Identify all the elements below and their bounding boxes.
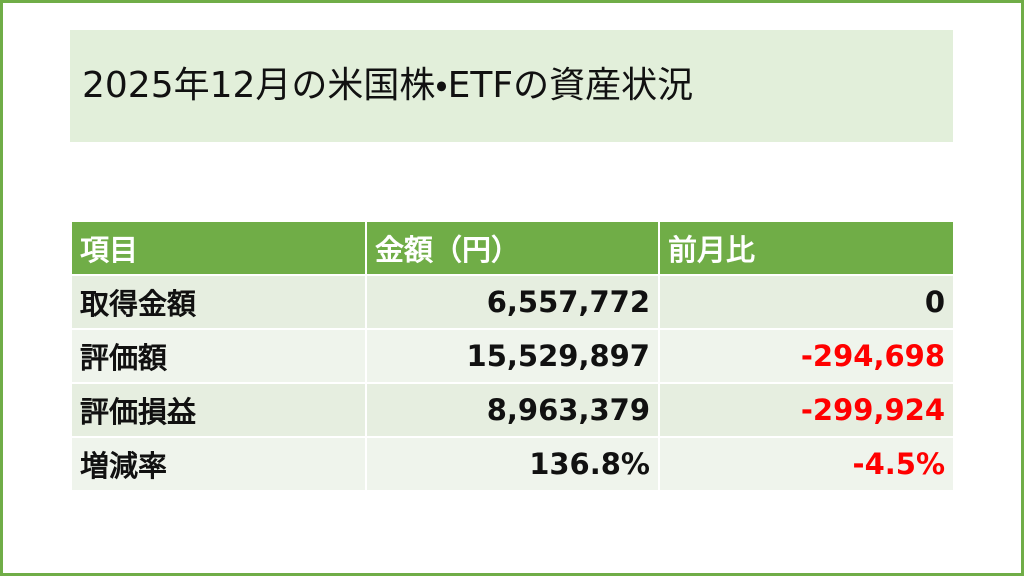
cell: 増減率: [70, 436, 367, 492]
cell: 評価損益: [70, 382, 367, 438]
cell: 0: [658, 274, 955, 330]
title-box: 2025年12月の米国株・ETFの資産状況: [70, 30, 953, 142]
cell: 136.8%: [365, 436, 660, 492]
cell: 8,963,379: [365, 382, 660, 438]
cell: 6,557,772: [365, 274, 660, 330]
title: 2025年12月の米国株・ETFの資産状況: [82, 65, 694, 106]
cell: 15,529,897: [365, 328, 660, 384]
column-header: 金額（円）: [365, 220, 660, 276]
header-row: 項目 金額（円） 前月比: [70, 220, 955, 276]
cell: -299,924: [658, 382, 955, 438]
row: 評価損益 8,963,379 -299,924: [70, 382, 955, 438]
cell: -4.5%: [658, 436, 955, 492]
column-header: 項目: [70, 220, 367, 276]
cell: 取得金額: [70, 274, 367, 330]
row: 評価額 15,529,897 -294,698: [70, 328, 955, 384]
cell: 評価額: [70, 328, 367, 384]
row: 取得金額 6,557,772 0: [70, 274, 955, 330]
cell: -294,698: [658, 328, 955, 384]
column-header: 前月比: [658, 220, 955, 276]
row: 増減率 136.8% -4.5%: [70, 436, 955, 492]
table: 項目 金額（円） 前月比 取得金額 6,557,772 0 評価額 15,529…: [70, 220, 955, 492]
